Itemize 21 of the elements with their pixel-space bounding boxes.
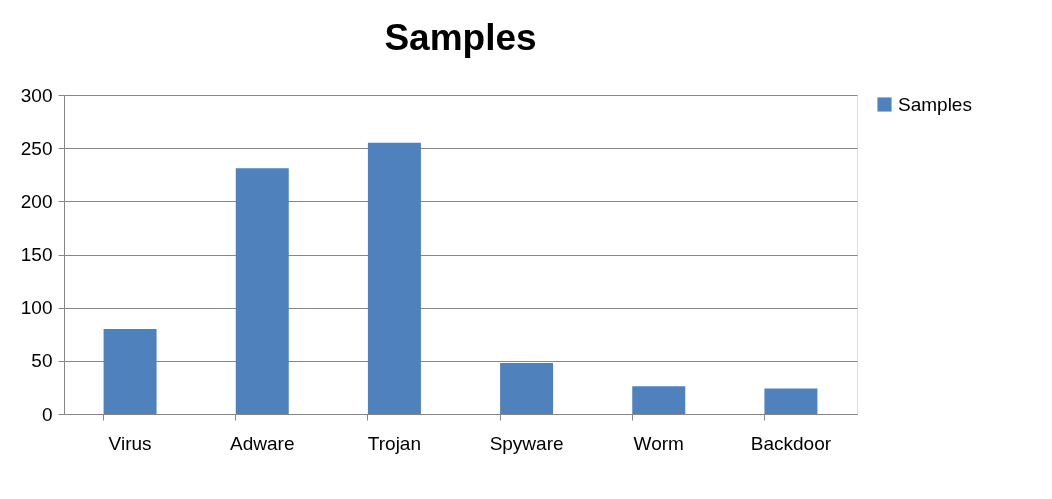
x-tick-label: Virus bbox=[108, 432, 152, 454]
x-tick-label: Adware bbox=[230, 432, 295, 454]
legend-label: Samples bbox=[898, 93, 972, 115]
bar bbox=[632, 386, 686, 414]
bar bbox=[764, 388, 818, 414]
y-tick-label: 0 bbox=[41, 403, 53, 425]
bar bbox=[500, 362, 554, 414]
y-tick-label: 300 bbox=[20, 84, 53, 106]
x-tick-label: Spyware bbox=[489, 432, 564, 454]
chart-title: Samples bbox=[384, 17, 537, 58]
y-tick-label: 100 bbox=[20, 297, 53, 319]
bar bbox=[235, 168, 289, 414]
y-tick-label: 250 bbox=[20, 137, 53, 159]
x-tick-label: Trojan bbox=[367, 432, 421, 454]
y-tick-label: 150 bbox=[20, 244, 53, 265]
y-tick-label: 50 bbox=[31, 350, 53, 372]
x-tick-label: Backdoor bbox=[750, 432, 832, 454]
y-tick-label: 200 bbox=[20, 190, 53, 212]
bar bbox=[367, 142, 421, 414]
x-tick-label: Worm bbox=[633, 432, 684, 454]
bar bbox=[103, 328, 157, 414]
